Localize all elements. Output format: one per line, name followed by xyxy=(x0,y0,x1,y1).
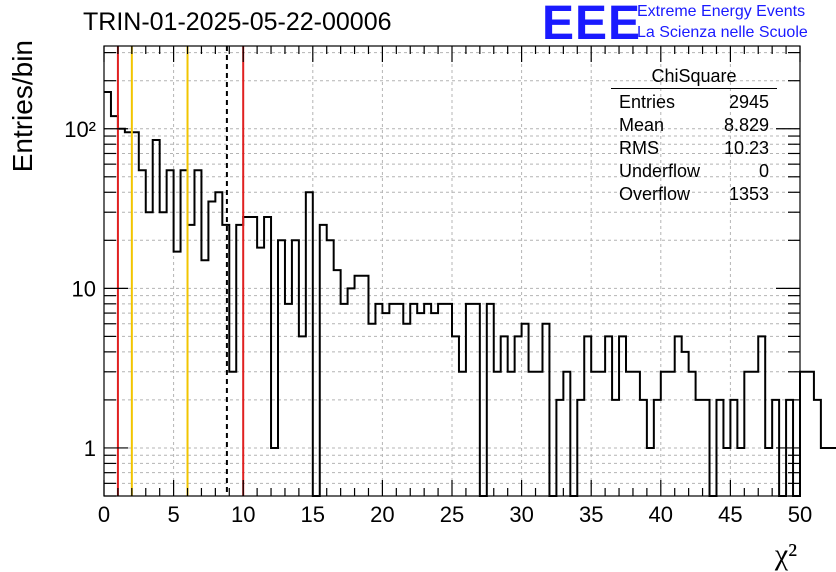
x-tick-labels: 0 5 10 15 20 25 30 35 40 45 50 xyxy=(98,502,812,527)
y-tick-label: 1 xyxy=(84,436,96,461)
stats-row-entries: Entries 2945 xyxy=(611,91,777,114)
y-tick-label: 10 xyxy=(72,276,96,301)
stats-value: 1353 xyxy=(728,184,769,204)
x-tick-label: 15 xyxy=(301,502,325,527)
marker-lines xyxy=(116,46,245,496)
stats-value: 2945 xyxy=(728,92,769,112)
x-tick-label: 50 xyxy=(788,502,812,527)
chart-title: TRIN-01-2025-05-22-00006 xyxy=(83,8,392,36)
stats-label: RMS xyxy=(619,138,659,158)
x-tick-label: 25 xyxy=(440,502,464,527)
stats-value: 10.23 xyxy=(723,138,769,158)
stats-value: 8.829 xyxy=(723,115,769,135)
eee-logo: EEE xyxy=(542,0,642,50)
stats-label: Entries xyxy=(619,92,676,112)
axis-ticks xyxy=(103,46,801,497)
logo-line-2: La Scienza nelle Scuole xyxy=(637,24,808,41)
stats-row-rms: RMS 10.23 xyxy=(611,137,777,160)
x-tick-label: 10 xyxy=(231,502,255,527)
x-tick-label: 30 xyxy=(509,502,533,527)
logo-line-1: Extreme Energy Events xyxy=(637,3,806,20)
stats-label: Mean xyxy=(619,115,665,135)
x-tick-label: 20 xyxy=(370,502,394,527)
x-tick-label: 35 xyxy=(579,502,603,527)
y-tick-label: 10² xyxy=(64,117,96,142)
y-axis-label: Entries/bin xyxy=(7,40,38,172)
x-tick-label: 0 xyxy=(98,502,110,527)
x-tick-label: 5 xyxy=(167,502,179,527)
stats-box: ChiSquare Entries 2945 Mean 8.829 RMS 10… xyxy=(611,64,777,206)
stats-label: Underflow xyxy=(619,161,701,181)
stats-row-mean: Mean 8.829 xyxy=(611,114,777,137)
stats-label: Overflow xyxy=(619,184,691,204)
stats-row-underflow: Underflow 0 xyxy=(611,160,777,183)
y-tick-labels: 1 10 10² xyxy=(64,117,96,461)
x-axis-label: χ² xyxy=(774,538,797,571)
stats-value: 0 xyxy=(758,161,769,181)
stats-row-overflow: Overflow 1353 xyxy=(611,183,777,206)
x-tick-label: 40 xyxy=(649,502,673,527)
x-tick-label: 45 xyxy=(718,502,742,527)
grid-lines xyxy=(104,46,800,496)
stats-header: ChiSquare xyxy=(611,64,777,89)
